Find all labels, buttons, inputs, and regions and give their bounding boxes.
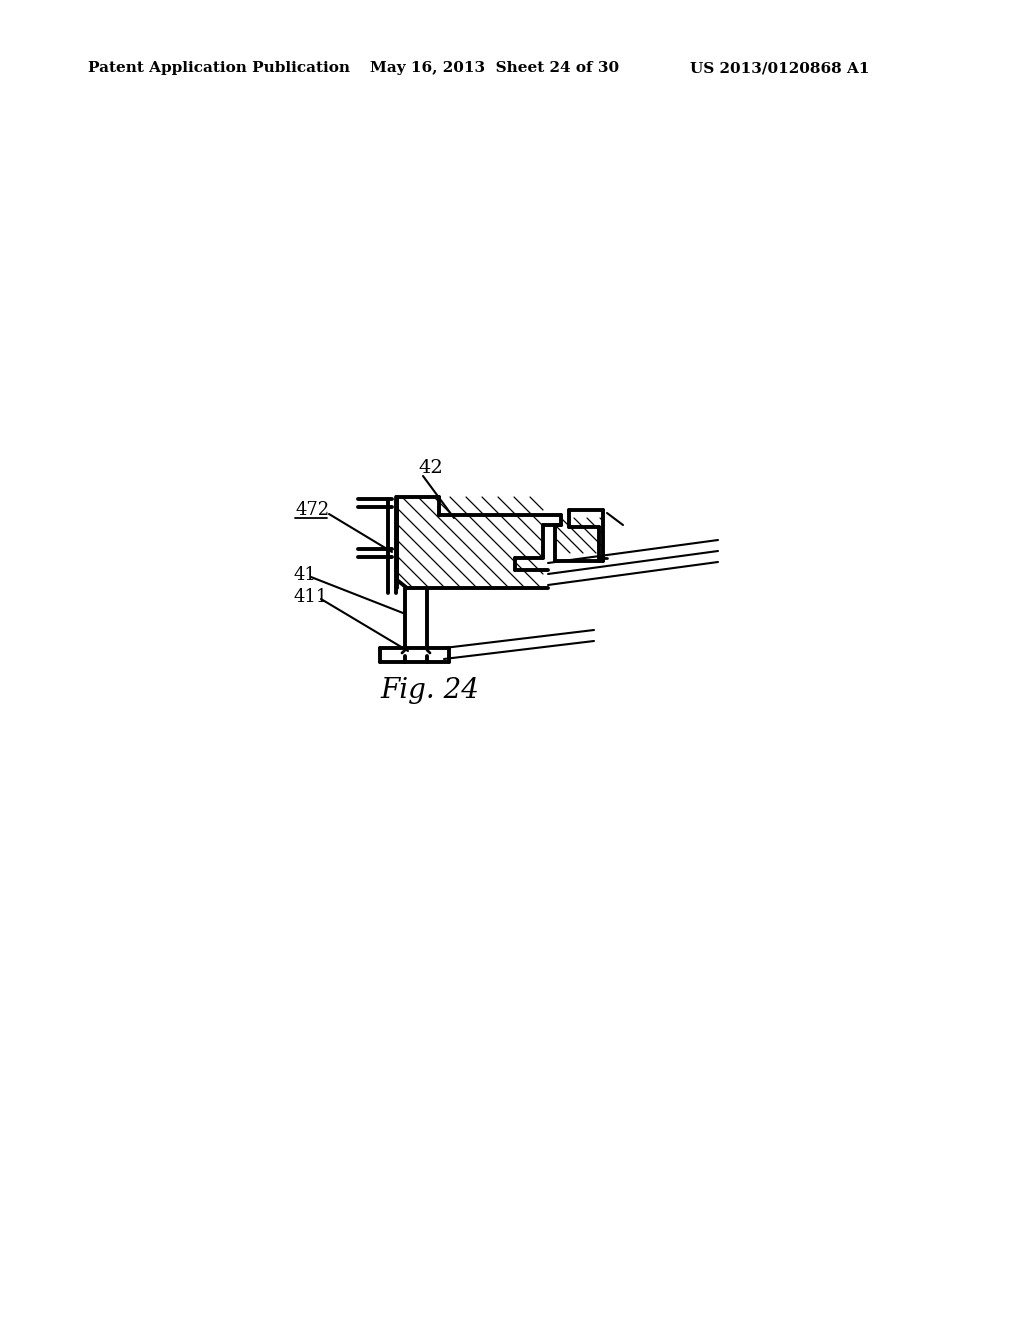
Text: Fig. 24: Fig. 24 (381, 676, 479, 704)
Text: May 16, 2013  Sheet 24 of 30: May 16, 2013 Sheet 24 of 30 (370, 61, 620, 75)
Text: 472: 472 (295, 502, 329, 519)
Bar (386, 492, 399, 593)
Text: 411: 411 (293, 587, 328, 606)
Text: 42: 42 (418, 459, 442, 477)
Bar (380, 648, 449, 663)
Text: Patent Application Publication: Patent Application Publication (88, 61, 350, 75)
Bar (397, 498, 543, 587)
Text: US 2013/0120868 A1: US 2013/0120868 A1 (690, 61, 869, 75)
Text: 41: 41 (293, 566, 315, 583)
